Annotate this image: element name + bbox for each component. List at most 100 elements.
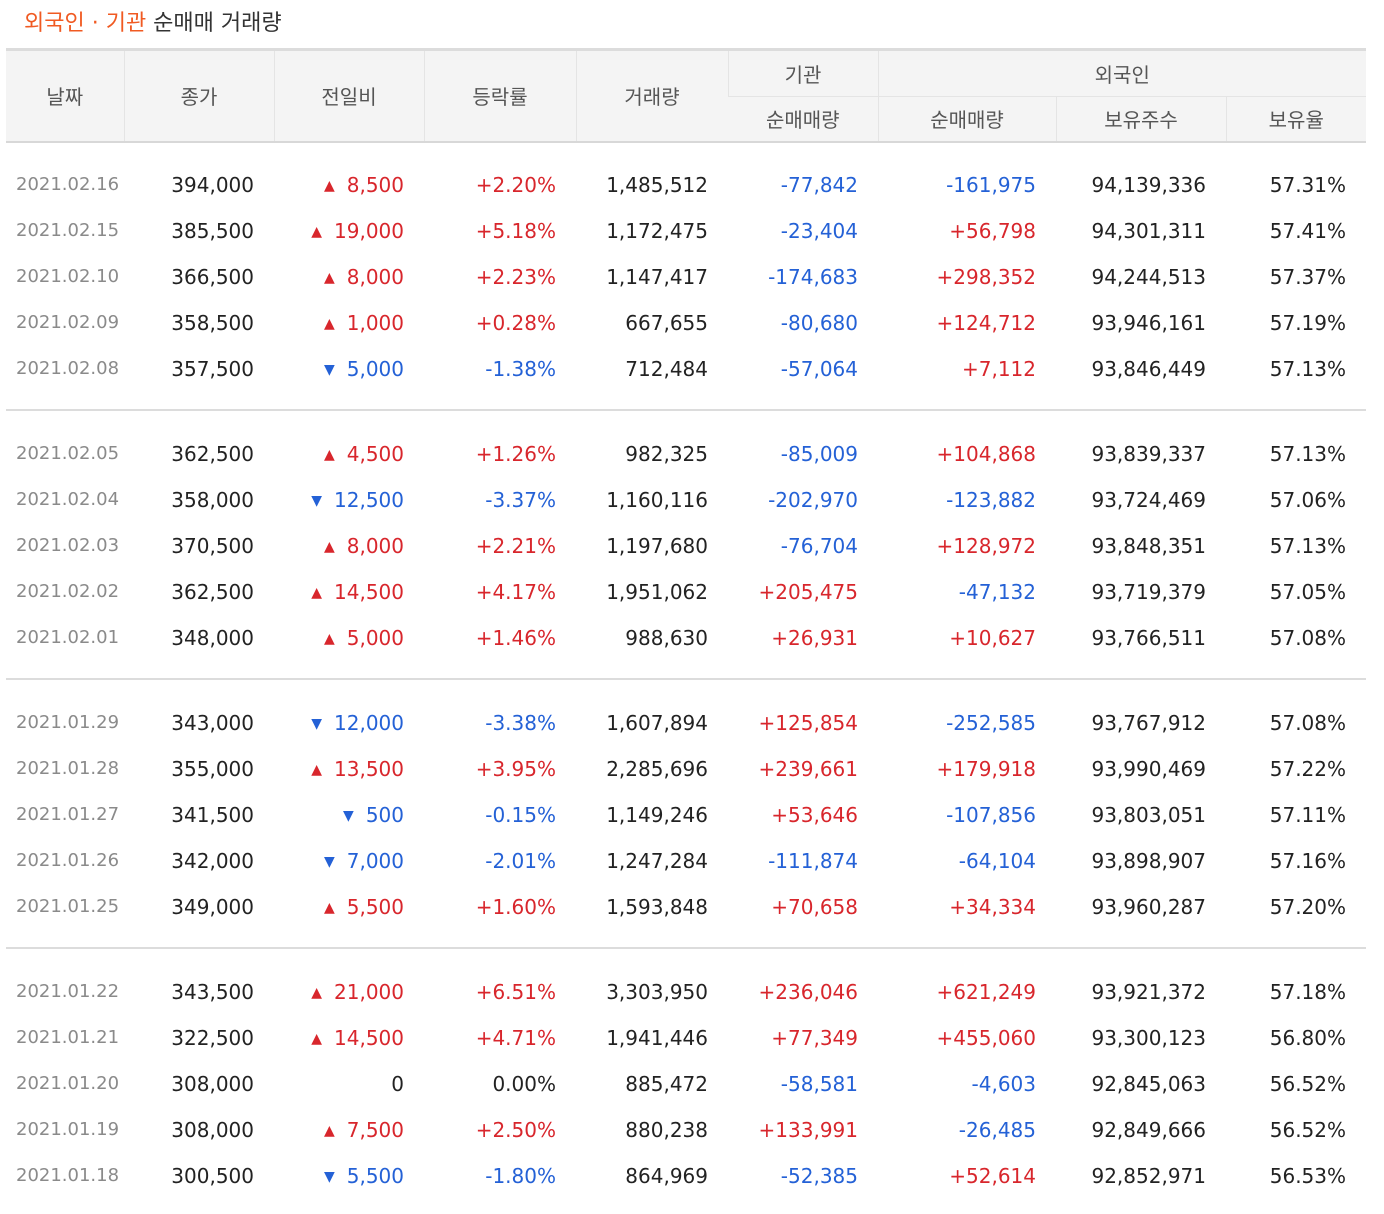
header-foreign-group: 외국인 bbox=[877, 48, 1367, 97]
table-row: 2021.02.16 394,000 ▲ 8,500 +2.20% 1,485,512 -7… bbox=[6, 162, 1366, 208]
row-spacer bbox=[6, 949, 1366, 969]
foreign-ratio-cell: 57.31% bbox=[1269, 172, 1347, 197]
change-cell: ▲ 5,500 bbox=[274, 884, 424, 930]
header-institution-net: 순매매량 bbox=[728, 96, 878, 142]
foreign-net-cell: -64,104 bbox=[958, 848, 1036, 873]
volume-cell: 1,197,680 bbox=[606, 533, 708, 558]
table-row: 2021.02.10 366,500 ▲ 8,000 +2.23% 1,147,417 -1… bbox=[6, 254, 1366, 300]
change-value: 14,500 bbox=[334, 1025, 404, 1050]
change-value: 8,500 bbox=[346, 172, 404, 197]
header-close: 종가 bbox=[123, 48, 274, 142]
foreign-shares-cell: 93,300,123 bbox=[1091, 1025, 1206, 1050]
up-arrow-icon: ▲ bbox=[311, 223, 323, 240]
rate-cell: -3.37% bbox=[485, 487, 556, 512]
foreign-net-cell: +10,627 bbox=[949, 625, 1036, 650]
row-spacer bbox=[6, 680, 1366, 700]
foreign-net-cell: -26,485 bbox=[958, 1117, 1036, 1142]
volume-cell: 1,149,246 bbox=[606, 802, 708, 827]
date-cell: 2021.01.25 bbox=[16, 896, 120, 917]
rate-cell: -0.15% bbox=[485, 802, 556, 827]
close-cell: 362,500 bbox=[171, 441, 254, 466]
change-value: 5,500 bbox=[346, 1163, 404, 1188]
foreign-shares-cell: 93,898,907 bbox=[1091, 848, 1206, 873]
section-title: 외국인 · 기관 순매매 거래량 bbox=[24, 8, 282, 40]
close-cell: 370,500 bbox=[171, 533, 254, 558]
foreign-ratio-cell: 57.20% bbox=[1269, 894, 1347, 919]
close-cell: 355,000 bbox=[171, 756, 254, 781]
date-cell: 2021.02.16 bbox=[16, 174, 120, 195]
institution-net-cell: -77,842 bbox=[780, 172, 858, 197]
table-row: 2021.01.20 308,000 0 0.00% 885,472 -58,581 -4,… bbox=[6, 1061, 1366, 1107]
close-cell: 394,000 bbox=[171, 172, 254, 197]
table-row: 2021.01.21 322,500 ▲ 14,500 +4.71% 1,941,446 +… bbox=[6, 1015, 1366, 1061]
up-arrow-icon: ▲ bbox=[323, 446, 335, 463]
header-change: 전일비 bbox=[273, 48, 424, 142]
volume-cell: 667,655 bbox=[625, 310, 708, 335]
close-cell: 348,000 bbox=[171, 625, 254, 650]
date-cell: 2021.01.19 bbox=[16, 1119, 120, 1140]
institution-net-cell: +133,991 bbox=[758, 1117, 858, 1142]
volume-cell: 1,247,284 bbox=[606, 848, 708, 873]
date-cell: 2021.02.01 bbox=[16, 627, 120, 648]
foreign-net-cell: -4,603 bbox=[971, 1071, 1036, 1096]
change-value: 0 bbox=[391, 1071, 404, 1096]
date-cell: 2021.02.10 bbox=[16, 266, 120, 287]
row-spacer bbox=[6, 930, 1366, 948]
rate-cell: +1.26% bbox=[475, 441, 556, 466]
rate-cell: +2.21% bbox=[475, 533, 556, 558]
table-row: 2021.01.25 349,000 ▲ 5,500 +1.60% 1,593,848 +7… bbox=[6, 884, 1366, 930]
table-row: 2021.02.03 370,500 ▲ 8,000 +2.21% 1,197,680 -7… bbox=[6, 523, 1366, 569]
row-spacer bbox=[6, 142, 1366, 162]
up-arrow-icon: ▲ bbox=[323, 1122, 335, 1139]
foreign-net-cell: -123,882 bbox=[946, 487, 1036, 512]
foreign-net-cell: +34,334 bbox=[949, 894, 1036, 919]
table-row: 2021.01.26 342,000 ▼ 7,000 -2.01% 1,247,284 -1… bbox=[6, 838, 1366, 884]
change-cell: ▼ 500 bbox=[274, 792, 424, 838]
up-arrow-icon: ▲ bbox=[323, 315, 335, 332]
change-value: 500 bbox=[365, 802, 404, 827]
foreign-ratio-cell: 57.13% bbox=[1269, 533, 1347, 558]
foreign-ratio-cell: 57.13% bbox=[1269, 441, 1347, 466]
change-value: 7,500 bbox=[346, 1117, 404, 1142]
volume-cell: 1,941,446 bbox=[606, 1025, 708, 1050]
rate-cell: +3.95% bbox=[475, 756, 556, 781]
rate-cell: 0.00% bbox=[492, 1071, 556, 1096]
down-arrow-icon: ▼ bbox=[323, 853, 335, 870]
change-value: 4,500 bbox=[346, 441, 404, 466]
down-arrow-icon: ▼ bbox=[311, 492, 323, 509]
volume-cell: 1,160,116 bbox=[606, 487, 708, 512]
date-cell: 2021.02.08 bbox=[16, 358, 120, 379]
foreign-institution-trading-table: 날짜 종가 전일비 등락률 거래량 기관 외국인 순매매량 순매매량 보유주수 … bbox=[6, 48, 1367, 1214]
header-foreign-ratio: 보유율 bbox=[1225, 96, 1367, 142]
volume-cell: 1,951,062 bbox=[606, 579, 708, 604]
foreign-shares-cell: 93,960,287 bbox=[1091, 894, 1206, 919]
institution-net-cell: -202,970 bbox=[768, 487, 858, 512]
rate-cell: +0.28% bbox=[475, 310, 556, 335]
institution-net-cell: -76,704 bbox=[780, 533, 858, 558]
rate-cell: +2.50% bbox=[475, 1117, 556, 1142]
change-value: 19,000 bbox=[334, 218, 404, 243]
change-cell: ▼ 7,000 bbox=[274, 838, 424, 884]
change-cell: ▲ 5,000 bbox=[274, 615, 424, 661]
change-cell: ▲ 7,500 bbox=[274, 1107, 424, 1153]
foreign-ratio-cell: 56.80% bbox=[1269, 1025, 1347, 1050]
close-cell: 366,500 bbox=[171, 264, 254, 289]
table-row: 2021.01.29 343,000 ▼ 12,000 -3.38% 1,607,894 +… bbox=[6, 700, 1366, 746]
volume-cell: 885,472 bbox=[625, 1071, 708, 1096]
close-cell: 343,000 bbox=[171, 710, 254, 735]
change-cell: ▲ 8,000 bbox=[274, 254, 424, 300]
foreign-net-cell: +298,352 bbox=[936, 264, 1036, 289]
header-volume: 거래량 bbox=[575, 48, 728, 142]
volume-cell: 1,485,512 bbox=[606, 172, 708, 197]
header-foreign-shares: 보유주수 bbox=[1055, 96, 1226, 142]
table-row: 2021.02.05 362,500 ▲ 4,500 +1.26% 982,325 -85,… bbox=[6, 431, 1366, 477]
change-value: 7,000 bbox=[346, 848, 404, 873]
volume-cell: 1,593,848 bbox=[606, 894, 708, 919]
foreign-shares-cell: 94,139,336 bbox=[1091, 172, 1206, 197]
rate-cell: +1.60% bbox=[475, 894, 556, 919]
foreign-ratio-cell: 57.13% bbox=[1269, 356, 1347, 381]
close-cell: 308,000 bbox=[171, 1071, 254, 1096]
change-value: 5,000 bbox=[346, 356, 404, 381]
change-cell: ▲ 8,000 bbox=[274, 523, 424, 569]
volume-cell: 1,147,417 bbox=[606, 264, 708, 289]
